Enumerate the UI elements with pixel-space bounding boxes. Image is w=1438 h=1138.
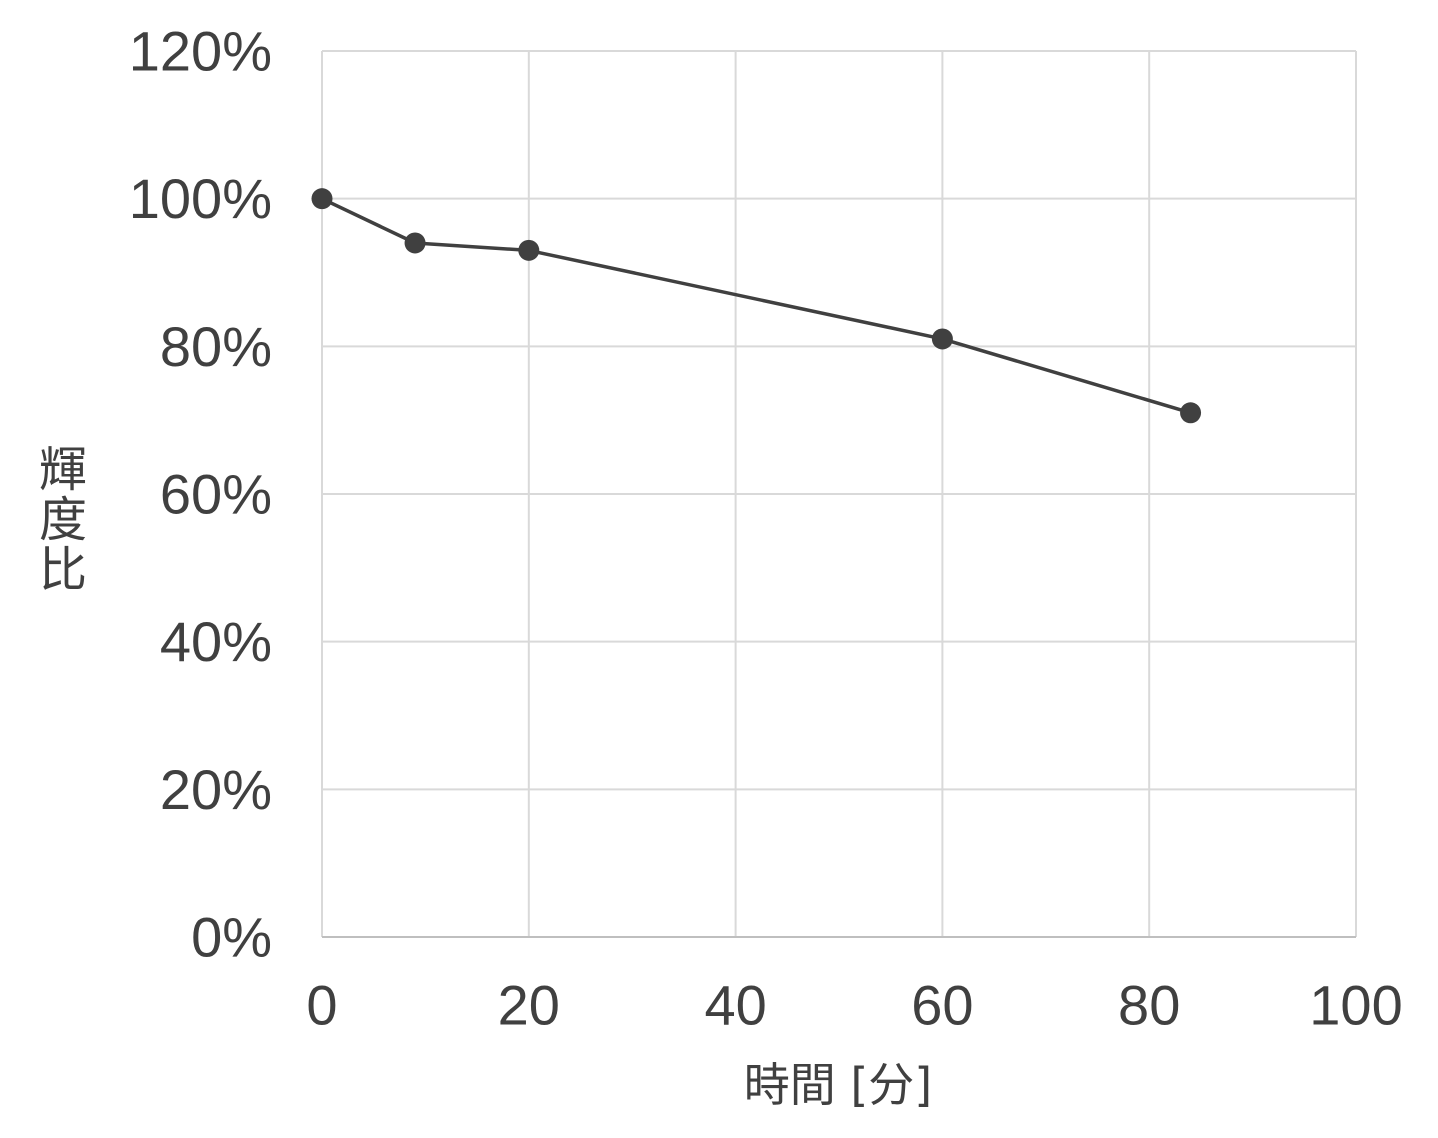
data-point	[518, 239, 540, 261]
y-tick-labels: 0% 20% 40% 60% 80% 100% 120%	[129, 20, 272, 969]
data-point	[1180, 402, 1202, 424]
x-tick-label: 60	[911, 974, 973, 1037]
x-tick-label: 20	[498, 974, 560, 1037]
data-point	[404, 232, 426, 254]
y-axis-title: 輝度比	[30, 444, 86, 594]
x-tick-label: 100	[1309, 974, 1402, 1037]
x-tick-label: 80	[1118, 974, 1180, 1037]
y-tick-label: 20%	[160, 758, 272, 821]
x-tick-label: 0	[306, 974, 337, 1037]
y-tick-label: 60%	[160, 463, 272, 526]
data-point	[311, 188, 333, 210]
data-point	[931, 328, 953, 350]
x-axis-title: 時間 [分]	[743, 1058, 933, 1112]
series-line	[321, 197, 1192, 415]
series	[311, 188, 1202, 424]
y-tick-label: 120%	[129, 20, 272, 83]
x-tick-label: 40	[704, 974, 766, 1037]
gridlines	[321, 50, 1357, 938]
y-tick-label: 0%	[191, 906, 272, 969]
y-tick-label: 100%	[129, 167, 272, 230]
y-tick-label: 40%	[160, 610, 272, 673]
x-tick-labels: 0 20 40 60 80 100	[306, 974, 1402, 1037]
y-tick-label: 80%	[160, 315, 272, 378]
